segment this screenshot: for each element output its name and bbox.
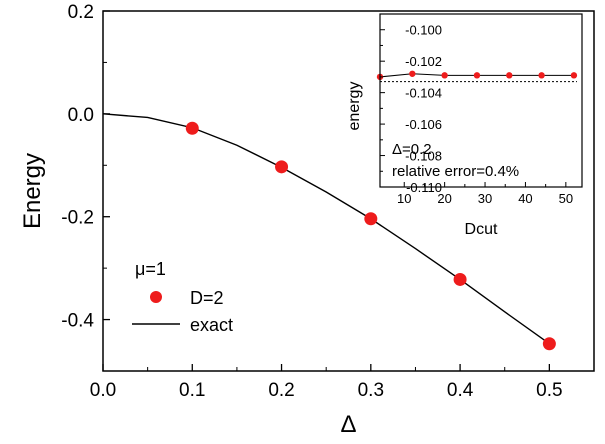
inset-x-ticks: 10 20 30 40 50 — [397, 182, 573, 206]
legend-marker-d2 — [150, 291, 162, 303]
main-y-tick-label: -0.2 — [61, 208, 94, 229]
d2-point — [453, 272, 467, 286]
inset-x-axis-title: Dcut — [465, 221, 498, 238]
inset-background — [380, 14, 582, 187]
main-x-tick-label: 0.3 — [358, 380, 384, 401]
inset-plot-frame — [379, 13, 583, 188]
inset-y-ticks: -0.100 -0.102 -0.104 -0.106 -0.108 -0.110 — [380, 23, 442, 195]
main-y-tick-label: 0.2 — [68, 2, 94, 23]
legend-title: μ=1 — [135, 259, 166, 279]
inset-points-layer — [376, 70, 578, 81]
inset-x-tick-label: 50 — [559, 191, 573, 206]
main-x-tick-label: 0.4 — [447, 380, 474, 401]
inset-y-tick-label: -0.104 — [405, 86, 442, 101]
d2-points-layer — [185, 121, 556, 351]
main-plot-frame — [102, 10, 595, 372]
d2-point — [542, 337, 556, 351]
inset-point — [473, 72, 481, 79]
inset-point — [506, 72, 513, 79]
main-x-tick-label: 0.0 — [90, 380, 116, 401]
inset-x-tick-label: 40 — [518, 191, 532, 206]
main-x-ticks: 0.0 0.1 0.2 0.3 0.4 0.5 — [90, 364, 595, 401]
legend-label-exact: exact — [190, 315, 233, 335]
main-chart: 0.0 0.1 0.2 0.3 0.4 0.5 0.2 0.0 -0.2 -0.4 Δ Ener… — [19, 2, 595, 438]
main-x-tick-label: 0.2 — [268, 380, 294, 401]
main-y-ticks: 0.2 0.0 -0.2 -0.4 — [61, 2, 110, 372]
exact-line — [102, 113, 550, 345]
inset-y-tick-label: -0.110 — [406, 180, 442, 195]
main-y-tick-label: 0.0 — [68, 105, 94, 126]
legend: μ=1 D=2 exact — [132, 259, 233, 335]
main-x-tick-label: 0.5 — [536, 380, 562, 401]
inset-x-tick-label: 20 — [437, 191, 451, 206]
inset-point — [538, 72, 545, 79]
inset-point — [441, 72, 448, 79]
inset-annotation-delta: Δ=0.2 — [392, 141, 432, 158]
main-x-axis-title: Δ — [340, 411, 356, 438]
legend-label-d2: D=2 — [190, 288, 224, 308]
inset-y-tick-label: -0.108 — [405, 149, 442, 164]
inset-y-tick-label: -0.102 — [405, 54, 442, 69]
inset-x-tick-label: 10 — [397, 191, 411, 206]
main-y-tick-label: -0.4 — [61, 311, 94, 332]
inset-point — [409, 70, 416, 77]
inset-y-axis-title: energy — [346, 82, 363, 131]
inset-annotation-error: relative error=0.4% — [392, 163, 519, 180]
inset-y-tick-label: -0.106 — [405, 117, 442, 132]
d2-point — [364, 212, 378, 226]
exact-curve-layer — [102, 113, 550, 345]
main-x-tick-label: 0.1 — [179, 380, 205, 401]
d2-point — [275, 160, 289, 174]
d2-point — [185, 121, 199, 135]
inset-point — [570, 72, 578, 79]
inset-x-tick-label: 30 — [478, 191, 492, 206]
main-y-axis-title: Energy — [19, 153, 46, 229]
inset-y-tick-label: -0.100 — [405, 23, 442, 38]
inset-chart: 10 20 30 40 50 -0.100-0.102-0.104-0.106-0.10… — [346, 13, 583, 238]
